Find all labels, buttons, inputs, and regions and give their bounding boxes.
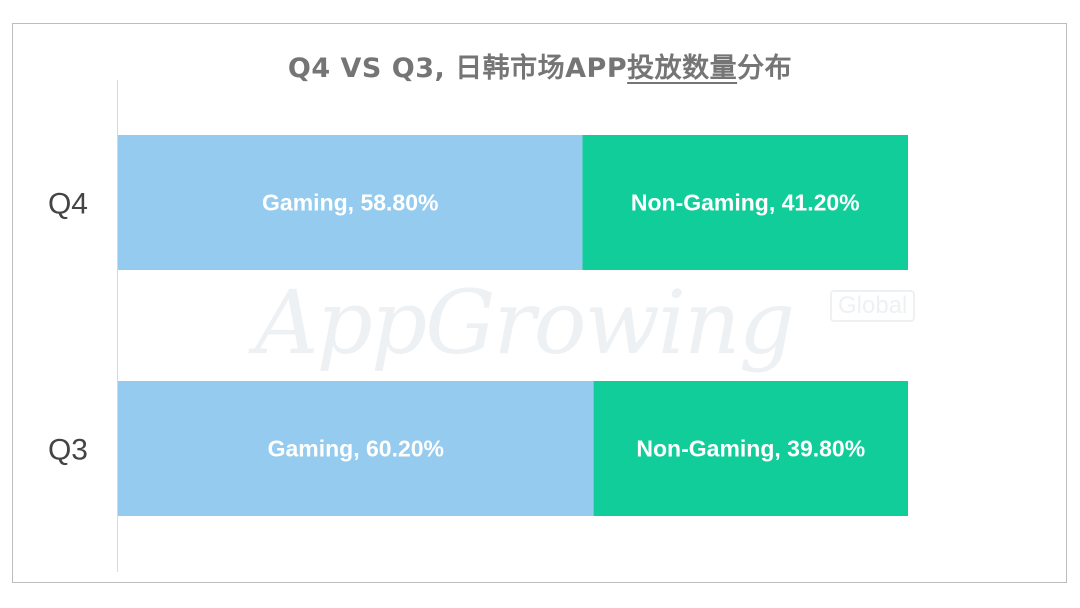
title-part: 分布 [737,53,793,84]
category-label-Q3: Q3 [48,434,88,467]
category-label-Q4: Q4 [48,188,88,221]
data-label-non-gaming-Q3: Non-Gaming, 39.80% [636,436,865,462]
title-underlined: 投放数量 [627,53,738,84]
bar-non-gaming-Q4 [582,135,908,270]
watermark-logo-sub: Global [830,290,916,322]
bar-gaming-Q3 [118,381,594,516]
data-label-gaming-Q4: Gaming, 58.80% [262,190,438,216]
chart-title: Q4 VS Q3, 日韩市场APP投放数量分布 [0,46,1080,85]
data-label-non-gaming-Q4: Non-Gaming, 41.20% [631,190,860,216]
title-part: Q4 VS Q3, 日韩市场APP [287,53,628,84]
chart-frame [12,23,1067,583]
data-label-gaming-Q3: Gaming, 60.20% [268,436,444,462]
y-axis-line [117,80,118,572]
bar-gaming-Q4 [118,135,583,270]
bar-non-gaming-Q3 [593,381,908,516]
